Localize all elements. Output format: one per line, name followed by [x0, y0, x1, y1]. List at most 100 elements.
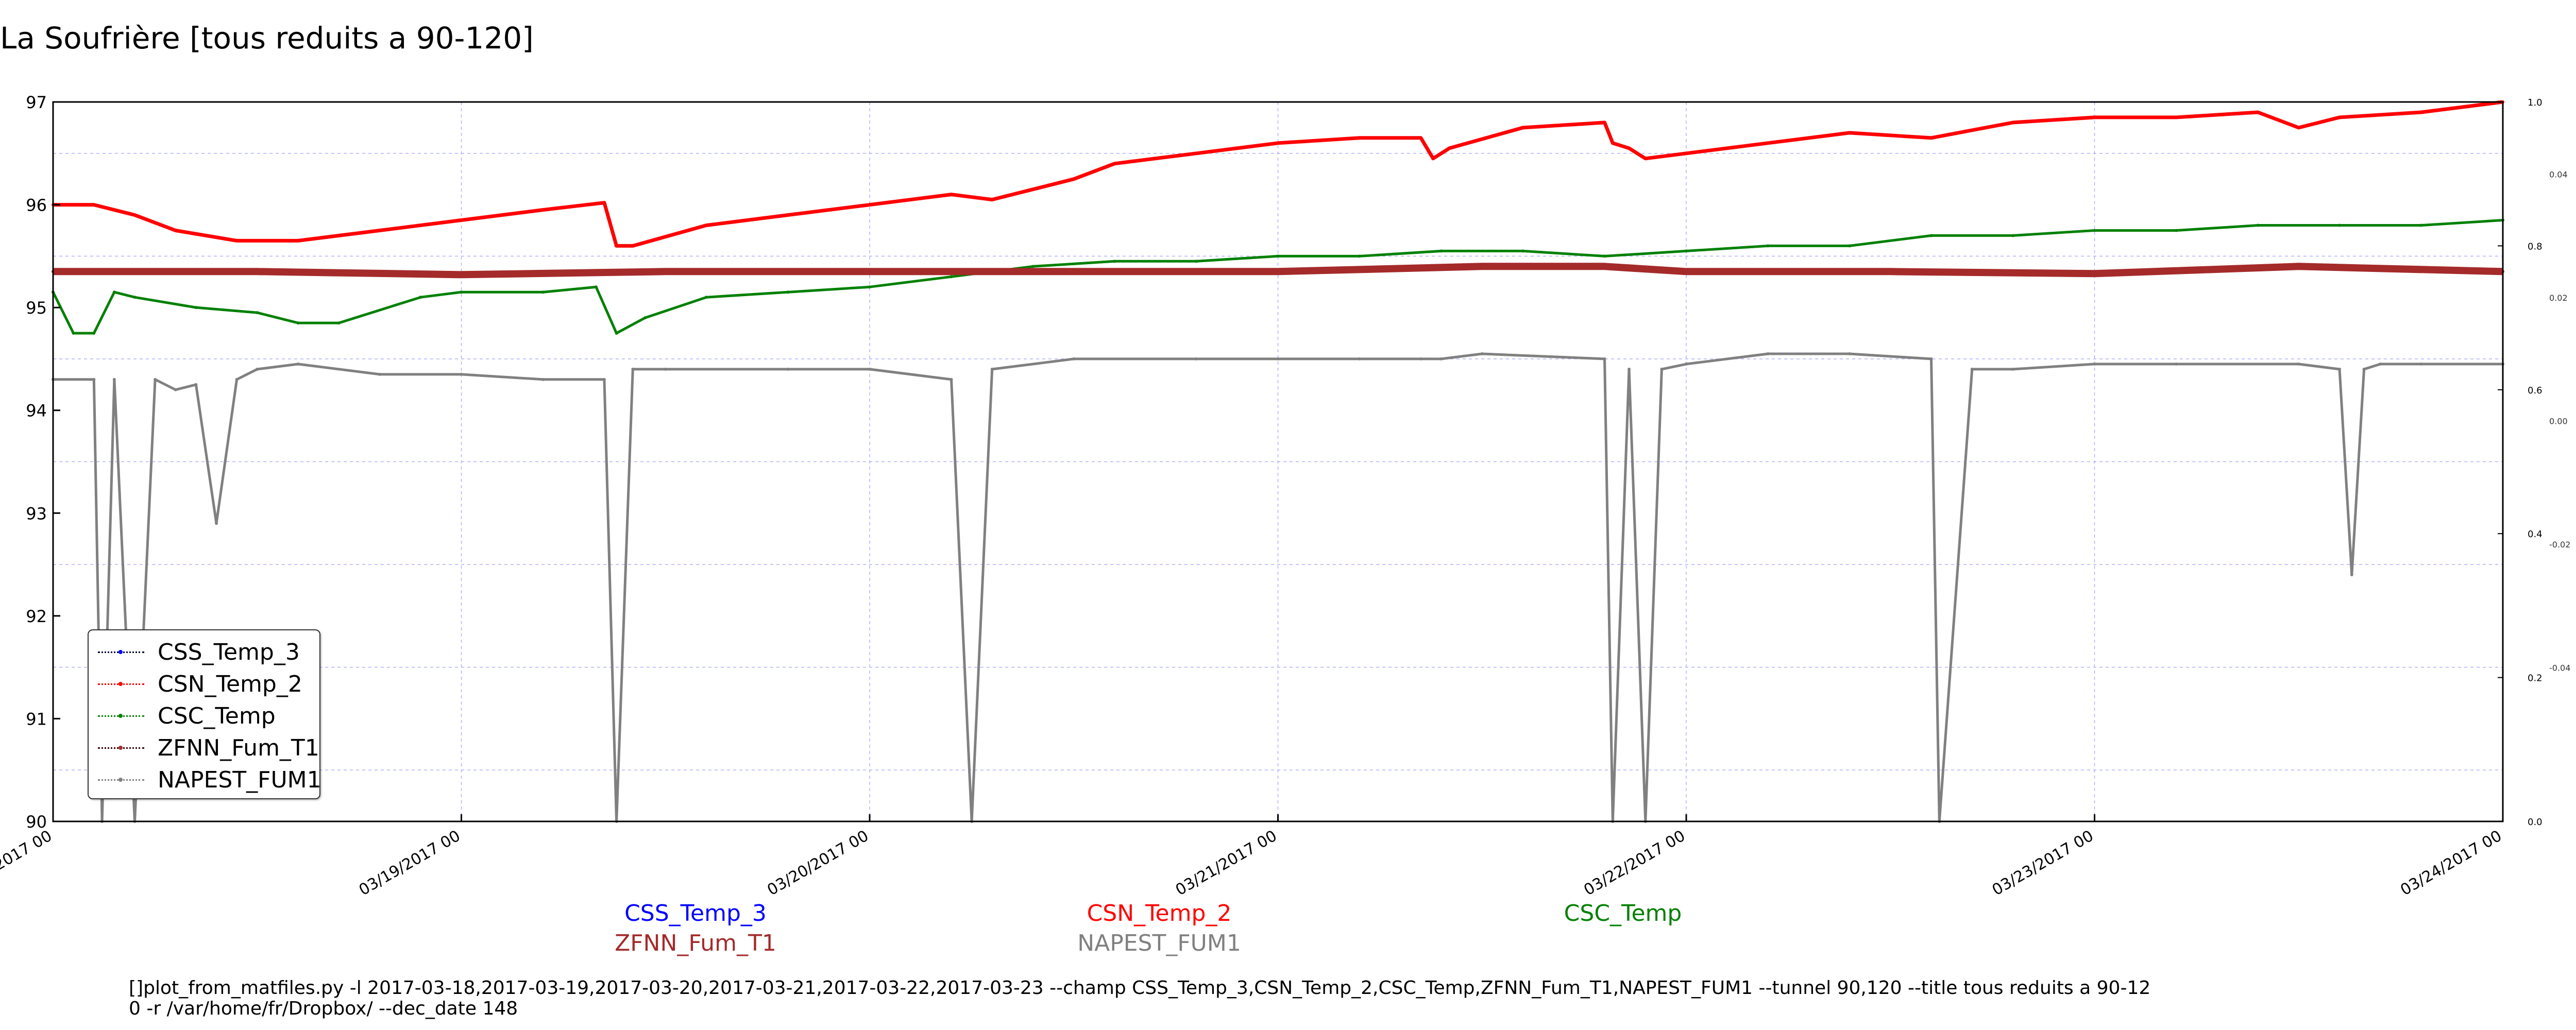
data-point: [2362, 367, 2366, 371]
data-point: [1889, 270, 1892, 273]
data-point: [950, 275, 953, 279]
data-point: [1276, 357, 1280, 360]
data-point: [541, 377, 545, 381]
data-point: [2093, 229, 2096, 232]
legend-label: CSN_Temp_2: [158, 671, 302, 697]
data-point: [133, 213, 137, 217]
grid-layer: [53, 102, 2503, 821]
data-point: [1419, 357, 1422, 360]
x-tick-label: 03/23/2017 00: [1989, 827, 2097, 900]
data-point: [1358, 254, 1361, 258]
data-point: [868, 270, 871, 273]
data-point: [786, 367, 790, 371]
data-point: [1848, 131, 1851, 134]
channel-label-css-temp-3: CSS_Temp_3: [624, 900, 767, 926]
right-tick-label-a: 0.4: [2528, 529, 2543, 540]
legend-item-csn-temp-2: CSN_Temp_2: [98, 668, 302, 699]
right-tick-label-b: 0.00: [2549, 417, 2568, 426]
data-point: [1431, 157, 1435, 160]
data-point: [1611, 141, 1615, 145]
legend-marker-icon: [98, 713, 144, 718]
legend-marker-icon: [98, 777, 144, 782]
data-point: [868, 285, 871, 289]
data-point: [705, 296, 708, 299]
data-point: [460, 218, 463, 222]
data-point: [950, 377, 953, 381]
y-tick-label: 91: [26, 709, 47, 729]
data-point: [1276, 141, 1280, 145]
data-point: [92, 332, 96, 335]
data-point: [2297, 126, 2300, 129]
chart-title: La Soufrière [tous reduits a 90-120]: [0, 21, 534, 56]
data-point: [256, 367, 259, 371]
data-point: [1358, 357, 1361, 360]
data-point: [112, 377, 116, 381]
data-point: [1660, 367, 1664, 371]
data-point: [256, 270, 259, 273]
data-point: [2011, 234, 2014, 237]
data-point: [1195, 260, 1198, 263]
data-point: [1766, 244, 1770, 248]
right-tick-label-b: 0.04: [2549, 170, 2568, 180]
data-point: [2093, 362, 2096, 366]
data-point: [2338, 115, 2341, 119]
data-point: [296, 239, 300, 243]
data-point: [194, 306, 198, 310]
data-point: [112, 290, 116, 294]
legend-marker-icon: [98, 745, 144, 750]
data-point: [1195, 151, 1198, 155]
data-point: [1603, 121, 1606, 124]
y-tick-label: 94: [26, 401, 47, 421]
y-tick-label: 90: [26, 812, 47, 832]
series-line-napest-fum1: [53, 352, 2503, 823]
data-point: [541, 208, 545, 212]
legend-marker-icon: [98, 681, 144, 686]
data-point: [615, 244, 618, 248]
x-tick-label: 03/22/2017 00: [1581, 827, 1688, 900]
data-point: [1439, 249, 1443, 253]
data-point: [1766, 352, 1770, 355]
channel-label-zfnn-fum-t1: ZFNN_Fum_T1: [615, 930, 776, 956]
y-tick-label: 93: [26, 504, 47, 523]
legend-item-csc-temp: CSC_Temp: [98, 700, 276, 731]
legend-item-napest-fum1: NAPEST_FUM1: [98, 764, 321, 795]
data-point: [1072, 270, 1076, 273]
right-tick-label-a: 1.0: [2528, 97, 2543, 108]
x-tick-label: 03/18/2017 00: [0, 827, 55, 900]
data-point: [1031, 265, 1035, 268]
data-point: [1603, 357, 1606, 360]
data-point: [1480, 352, 1484, 355]
data-point: [1643, 157, 1647, 160]
data-point: [1521, 249, 1524, 253]
legend-marker-icon: [98, 649, 144, 654]
legend-label: CSC_Temp: [158, 702, 276, 729]
y-tick-label: 92: [26, 607, 47, 626]
data-point: [215, 522, 218, 525]
data-point: [2297, 265, 2300, 268]
data-point: [541, 290, 545, 294]
right-tick-label-a: 0.6: [2528, 385, 2543, 396]
data-point: [786, 213, 790, 217]
data-point: [615, 332, 618, 335]
data-point: [1848, 352, 1851, 355]
data-point: [2011, 367, 2014, 371]
data-point: [1603, 265, 1606, 268]
data-point: [990, 367, 994, 371]
data-point: [2419, 110, 2423, 114]
axis-layer: 90 91 92 93 94 95 96 97 0.0 0.2 0.4 0.6 0.8 1.0 -0.04 -…: [0, 93, 2570, 899]
data-point: [2256, 224, 2260, 227]
data-point: [1628, 146, 1631, 150]
data-point: [705, 224, 708, 227]
data-point: [1848, 244, 1851, 248]
data-point: [174, 229, 177, 232]
data-point: [2175, 229, 2178, 232]
command-line-2: 0 -r /var/home/fr/Dropbox/ --dec_date 14…: [129, 998, 518, 1019]
data-point: [174, 388, 177, 391]
data-point: [337, 321, 341, 325]
data-point: [133, 296, 137, 299]
data-point: [602, 201, 606, 204]
data-point: [1685, 270, 1688, 273]
legend-item-css-temp-3: CSS_Temp_3: [98, 637, 300, 667]
right-tick-label-b: -0.02: [2549, 540, 2570, 550]
